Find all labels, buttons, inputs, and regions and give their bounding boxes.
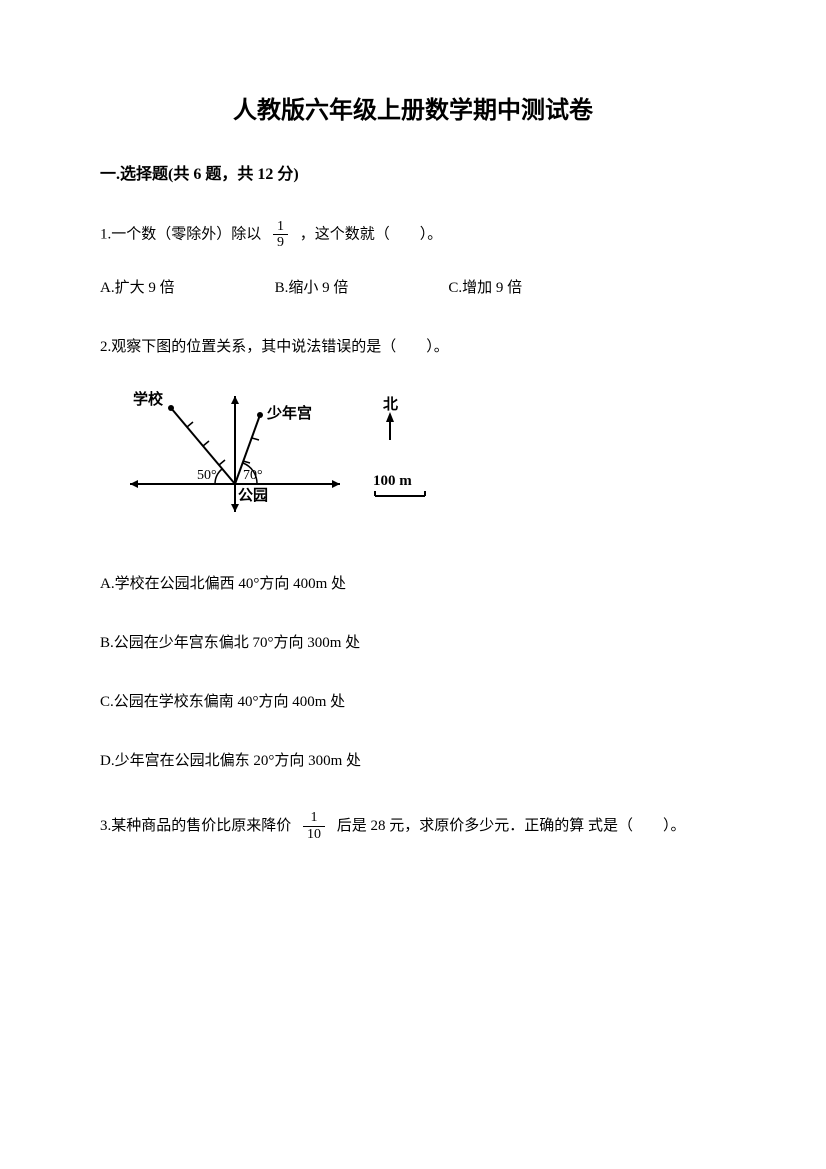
q1-option-c: C.增加 9 倍	[448, 276, 522, 300]
label-school: 学校	[133, 390, 164, 408]
direction-diagram-svg: 学校 少年宫 公园 50° 70° 北 100 m	[115, 384, 475, 534]
question-2: 2.观察下图的位置关系，其中说法错误的是（ ）。	[100, 335, 726, 773]
q3-text-after: 式是（ ）。	[588, 818, 686, 834]
q1-text: 1.一个数（零除外）除以 1 9 ，这个数就（ ）。	[100, 219, 726, 251]
label-angle2: 70°	[243, 468, 263, 483]
label-north: 北	[383, 396, 398, 413]
fraction-numerator: 1	[303, 810, 325, 826]
q3-text-mid: 后是 28 元，求原价多少元．正确的算	[337, 818, 585, 834]
q2-option-d: D.少年宫在公园北偏东 20°方向 300m 处	[100, 749, 726, 773]
q2-option-a: A.学校在公园北偏西 40°方向 400m 处	[100, 572, 726, 596]
label-scale: 100 m	[373, 473, 412, 489]
q3-text-before: 3.某种商品的售价比原来降价	[100, 818, 291, 834]
label-palace: 少年宫	[266, 404, 312, 422]
q3-fraction: 1 10	[303, 810, 325, 842]
page-title: 人教版六年级上册数学期中测试卷	[100, 90, 726, 125]
q1-option-a: A.扩大 9 倍	[100, 276, 175, 300]
q1-text-before: 1.一个数（零除外）除以	[100, 226, 261, 242]
q3-text: 3.某种商品的售价比原来降价 1 10 后是 28 元，求原价多少元．正确的算 …	[100, 808, 726, 844]
q1-text-after: ，这个数就（ ）。	[300, 226, 443, 242]
q2-diagram: 学校 少年宫 公园 50° 70° 北 100 m	[115, 384, 726, 542]
question-3: 3.某种商品的售价比原来降价 1 10 后是 28 元，求原价多少元．正确的算 …	[100, 808, 726, 844]
fraction-numerator: 1	[273, 219, 288, 235]
q1-option-b: B.缩小 9 倍	[275, 276, 349, 300]
section-header: 一.选择题(共 6 题，共 12 分)	[100, 160, 726, 184]
q1-fraction: 1 9	[273, 219, 288, 251]
fraction-denominator: 9	[273, 235, 288, 250]
fraction-denominator: 10	[303, 827, 325, 842]
q2-text: 2.观察下图的位置关系，其中说法错误的是（ ）。	[100, 335, 726, 359]
q2-option-b: B.公园在少年宫东偏北 70°方向 300m 处	[100, 631, 726, 655]
label-angle1: 50°	[197, 468, 217, 483]
q2-option-c: C.公园在学校东偏南 40°方向 400m 处	[100, 690, 726, 714]
q1-options: A.扩大 9 倍 B.缩小 9 倍 C.增加 9 倍	[100, 276, 726, 300]
question-1: 1.一个数（零除外）除以 1 9 ，这个数就（ ）。 A.扩大 9 倍 B.缩小…	[100, 219, 726, 300]
label-park: 公园	[238, 487, 268, 504]
